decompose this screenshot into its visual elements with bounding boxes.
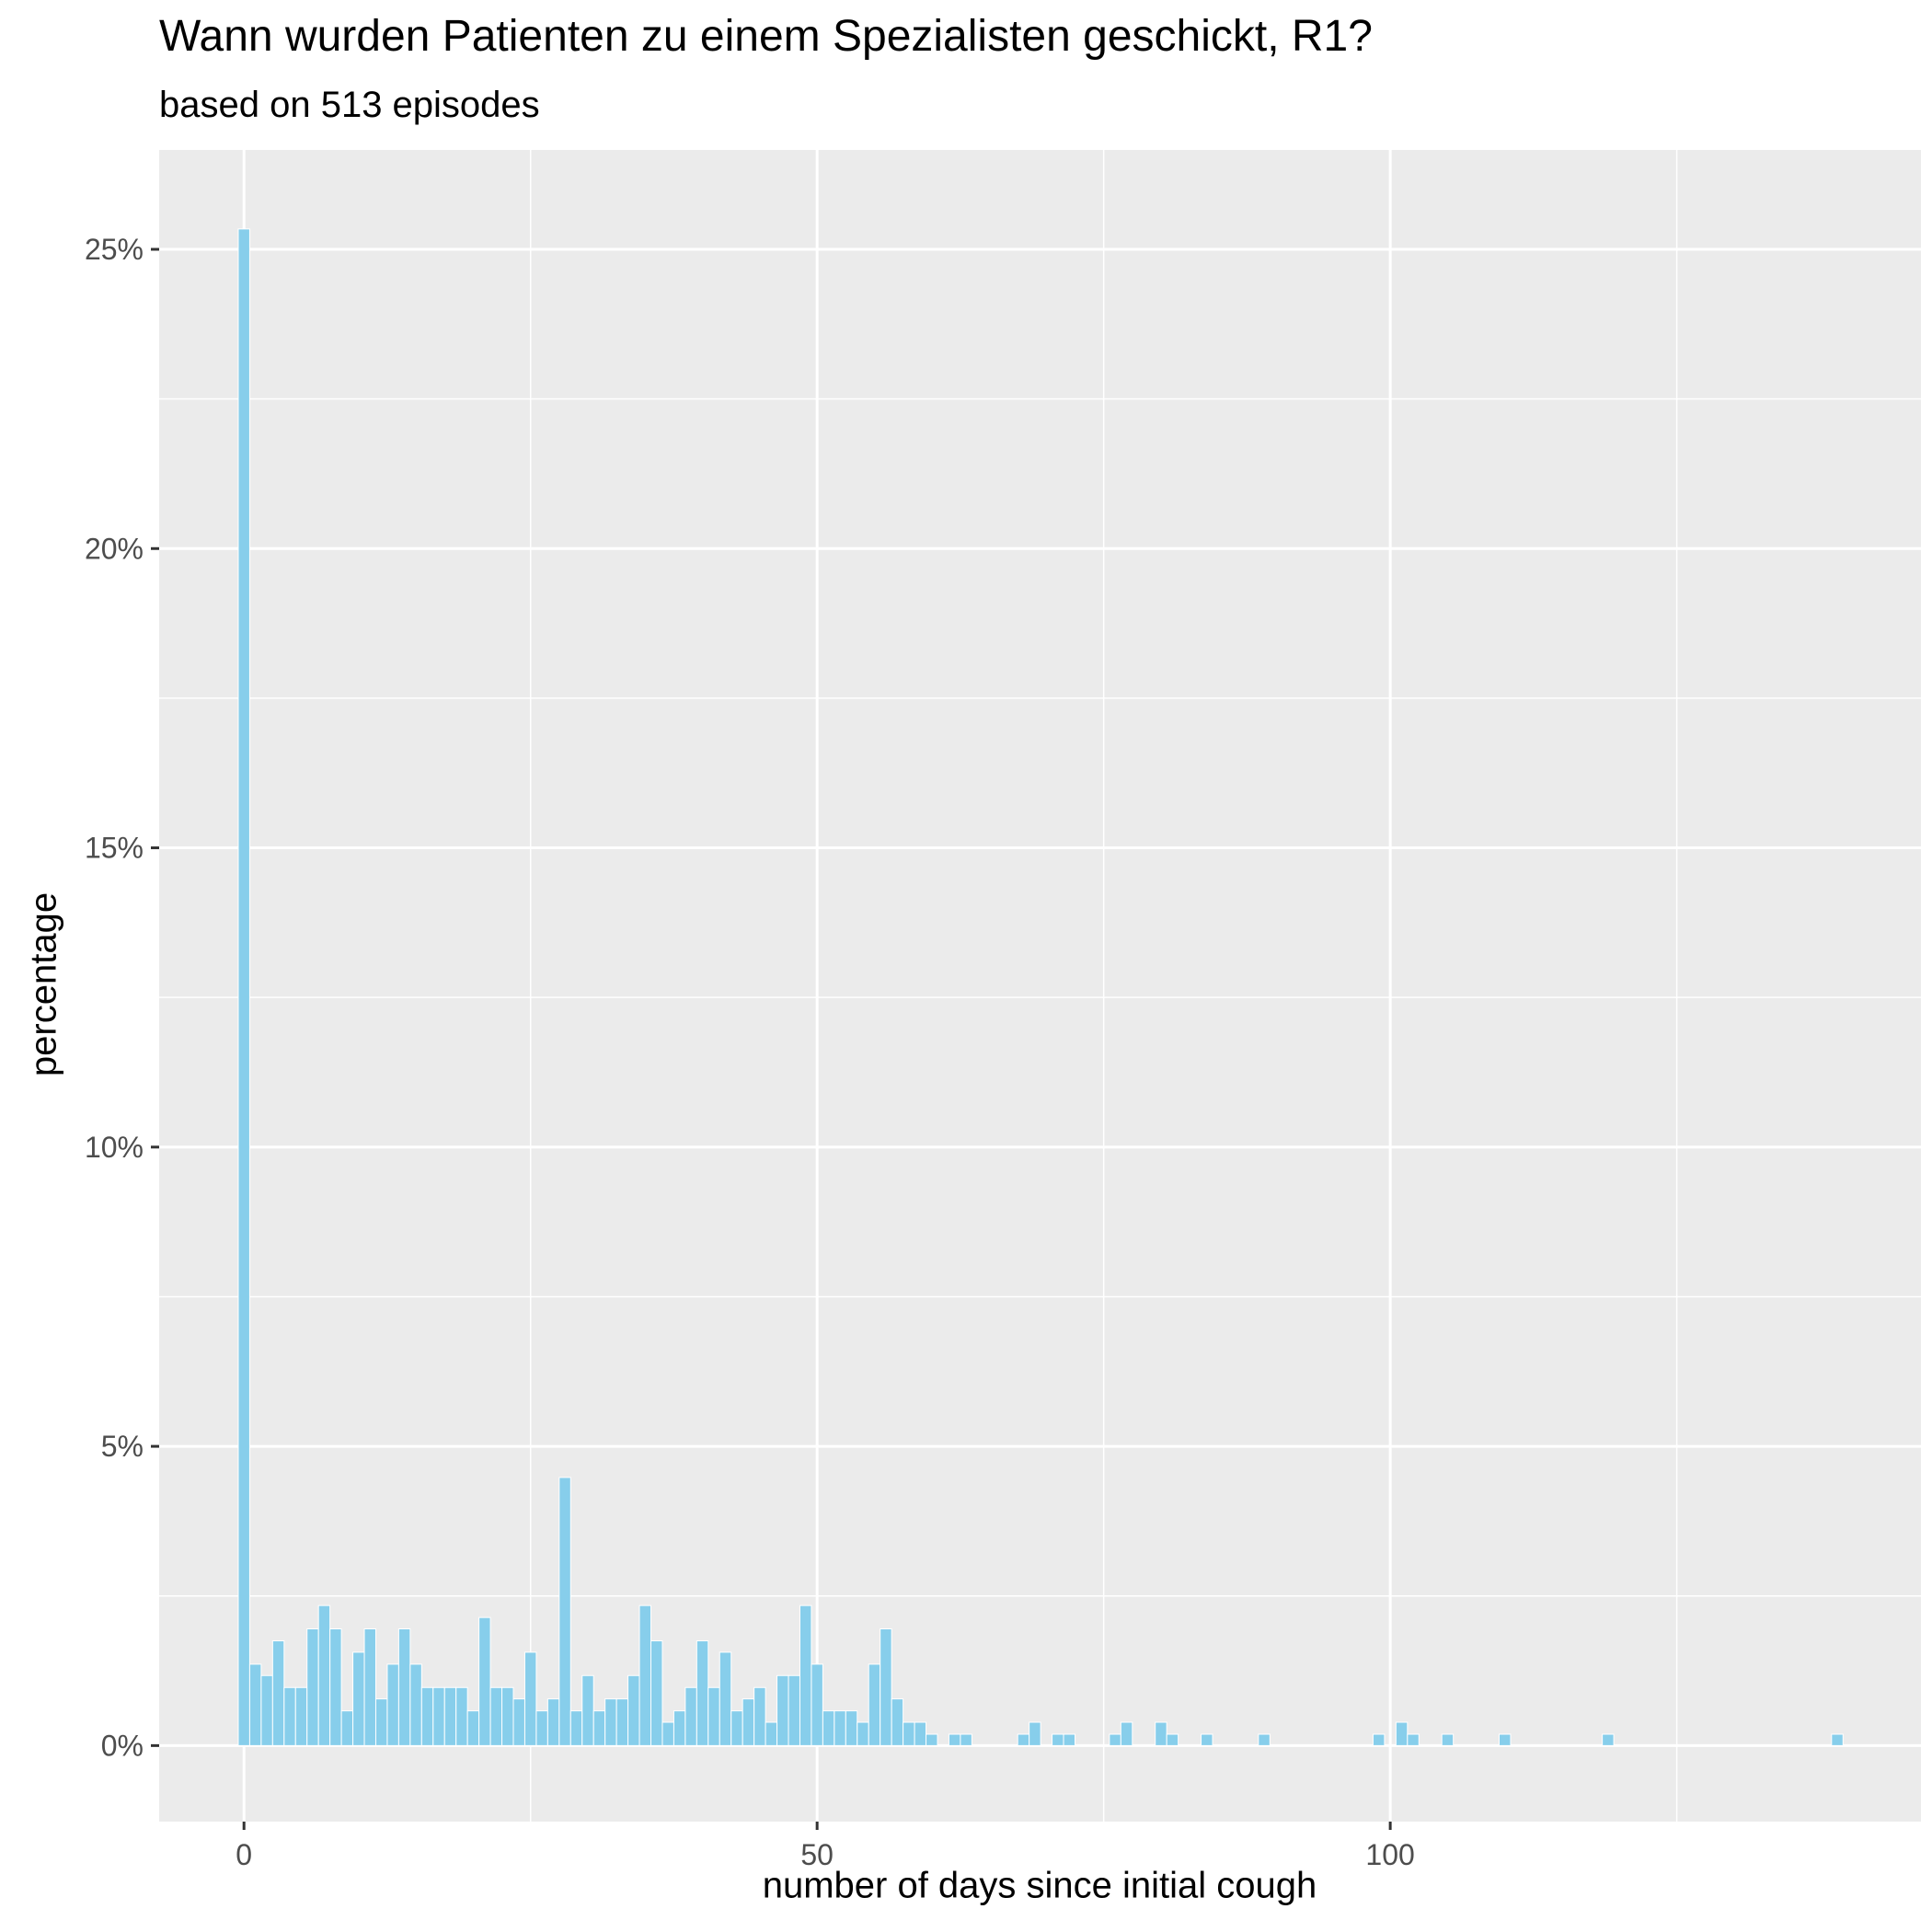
chart-subtitle: based on 513 episodes	[159, 85, 540, 125]
y-tick-label: 10%	[85, 1131, 144, 1164]
histogram-bar	[799, 1604, 812, 1746]
histogram-bar	[443, 1686, 457, 1746]
histogram-bar	[834, 1710, 846, 1746]
histogram-bar	[673, 1710, 686, 1746]
histogram-bar	[650, 1640, 663, 1746]
histogram-bar	[455, 1686, 468, 1746]
histogram-bar	[1109, 1733, 1121, 1746]
histogram-bar	[535, 1710, 548, 1746]
histogram-bar	[386, 1663, 399, 1746]
histogram-bar	[569, 1710, 583, 1746]
y-axis-label: percentage	[23, 891, 64, 1077]
histogram-bar	[1120, 1721, 1133, 1746]
histogram-bar	[1407, 1733, 1420, 1746]
histogram-bar	[1372, 1733, 1386, 1746]
histogram-bar	[753, 1686, 766, 1746]
histogram-bar	[1602, 1733, 1615, 1746]
histogram-bar	[1498, 1733, 1512, 1746]
x-tick-label: 50	[800, 1838, 834, 1871]
histogram-bar	[432, 1686, 445, 1746]
histogram-bar	[1831, 1733, 1844, 1746]
histogram-bar	[604, 1698, 617, 1746]
histogram-bar	[707, 1686, 720, 1746]
histogram-bar	[512, 1698, 525, 1746]
histogram-bar	[776, 1674, 789, 1746]
histogram-bar	[765, 1721, 778, 1746]
histogram-bar	[891, 1698, 904, 1746]
histogram-bar	[340, 1710, 354, 1746]
histogram-bar	[1201, 1733, 1213, 1746]
histogram-bar	[742, 1698, 755, 1746]
histogram-bar	[260, 1674, 273, 1746]
histogram-bar	[822, 1710, 835, 1746]
histogram-bar	[420, 1686, 434, 1746]
x-axis-label: number of days since initial cough	[762, 1865, 1317, 1906]
histogram-bar	[1166, 1733, 1179, 1746]
histogram-bar	[960, 1733, 972, 1746]
histogram-bar	[845, 1710, 858, 1746]
histogram-bar	[1258, 1733, 1271, 1746]
histogram-bar	[283, 1686, 296, 1746]
histogram-bar	[363, 1628, 376, 1746]
histogram-bar	[1063, 1733, 1076, 1746]
histogram-bar	[294, 1686, 308, 1746]
histogram-bar	[719, 1651, 732, 1746]
histogram-bar	[627, 1674, 640, 1746]
histogram-bar	[880, 1628, 892, 1746]
histogram-bar	[478, 1616, 491, 1746]
histogram-bar	[306, 1628, 319, 1746]
histogram-bar	[592, 1710, 606, 1746]
histogram-bar	[788, 1674, 800, 1746]
histogram-bar	[868, 1663, 881, 1746]
histogram-bar	[914, 1721, 927, 1746]
histogram-bar	[1017, 1733, 1030, 1746]
histogram-bar	[352, 1651, 365, 1746]
histogram-bar	[948, 1733, 961, 1746]
histogram-bar	[409, 1663, 422, 1746]
y-tick-label: 5%	[101, 1430, 144, 1463]
histogram-bar	[317, 1604, 331, 1746]
histogram-bar	[489, 1686, 503, 1746]
histogram-bar	[397, 1628, 411, 1746]
y-tick-label: 20%	[85, 532, 144, 565]
chart-title: Wann wurden Patienten zu einem Spezialis…	[159, 12, 1373, 61]
histogram-bar	[237, 228, 250, 1746]
histogram-bar	[1052, 1733, 1064, 1746]
histogram-bar	[684, 1686, 697, 1746]
histogram-bar	[638, 1604, 652, 1746]
histogram-bar	[271, 1640, 285, 1746]
histogram-bar	[248, 1663, 262, 1746]
y-tick-label: 25%	[85, 233, 144, 266]
y-tick-label: 0%	[101, 1729, 144, 1762]
histogram-bar	[1395, 1721, 1409, 1746]
histogram-bar	[1441, 1733, 1455, 1746]
histogram-bar	[730, 1710, 743, 1746]
histogram-bar	[811, 1663, 823, 1746]
y-tick-label: 15%	[85, 832, 144, 865]
histogram-bar	[1155, 1721, 1167, 1746]
x-tick-label: 100	[1365, 1838, 1414, 1871]
histogram-bar	[546, 1698, 560, 1746]
histogram-bar	[374, 1698, 388, 1746]
histogram-bar	[926, 1733, 938, 1746]
histogram-bar	[466, 1710, 480, 1746]
histogram-bar	[581, 1674, 594, 1746]
histogram-bar	[523, 1651, 537, 1746]
histogram-bar	[615, 1698, 629, 1746]
histogram-bar	[903, 1721, 915, 1746]
histogram-bar	[857, 1721, 869, 1746]
histogram-bar	[1029, 1721, 1041, 1746]
histogram-bar	[696, 1640, 709, 1746]
histogram-bar	[329, 1628, 342, 1746]
histogram-bar	[501, 1686, 514, 1746]
histogram-bar	[661, 1721, 674, 1746]
histogram-bar	[558, 1477, 571, 1746]
plot-panel	[159, 150, 1921, 1822]
x-tick-label: 0	[236, 1838, 252, 1871]
